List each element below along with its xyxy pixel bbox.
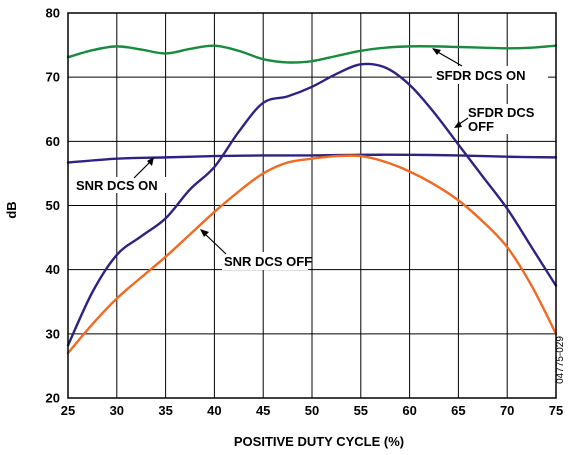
- y-tick-label: 40: [46, 262, 60, 277]
- series-line-snr-dcs-on: [66, 153, 558, 164]
- x-tick-label: 45: [256, 403, 270, 418]
- annotation-snr-dcs-on: SNR DCS ON: [76, 178, 158, 193]
- annotation-arrow: [435, 50, 463, 67]
- y-tick-label: 50: [46, 198, 60, 213]
- tick-labels: 25 30 35 40 45 50 55 60 65 70 75 20 30 40 50 60 70 80: [46, 6, 564, 419]
- x-tick-label: 70: [500, 403, 514, 418]
- series-line-sfdr-dcs-on: [66, 44, 558, 64]
- y-tick-label: 30: [46, 326, 60, 341]
- annotation-sfdr-dcs-off: SFDR DCS: [468, 105, 535, 120]
- y-tick-label: 80: [46, 6, 60, 21]
- plot-border: [67, 12, 557, 399]
- x-tick-label: 50: [305, 403, 319, 418]
- x-tick-label: 30: [110, 403, 124, 418]
- x-tick-label: 35: [158, 403, 172, 418]
- x-tick-label: 65: [451, 403, 465, 418]
- arrow-head: [147, 157, 154, 166]
- x-tick-label: 55: [354, 403, 368, 418]
- arrow-head: [200, 229, 209, 237]
- annotation-sfdr-dcs-off-line2: OFF: [468, 119, 494, 134]
- x-tick-label: 40: [207, 403, 221, 418]
- annotation-arrow: [133, 160, 152, 179]
- annotation-snr-dcs-off: SNR DCS OFF: [224, 254, 312, 269]
- annotation-bg: [74, 177, 168, 193]
- arrow-head: [454, 121, 462, 128]
- x-tick-label: 60: [402, 403, 416, 418]
- annotation-arrow: [203, 232, 227, 255]
- annotations: SFDR DCS ON SFDR DCS OFF SNR DCS ON SNR …: [74, 48, 552, 270]
- annotation-bg: [432, 66, 548, 84]
- x-tick-label: 25: [61, 403, 75, 418]
- series-line-sfdr-dcs-off: [66, 62, 558, 347]
- plot-frame: [67, 12, 557, 399]
- y-tick-label: 60: [46, 134, 60, 149]
- annotation-bg: [222, 252, 308, 270]
- figure-id: 04775-029: [555, 336, 566, 384]
- y-axis-label: dB: [4, 201, 19, 218]
- x-tick-label: 75: [549, 403, 563, 418]
- data-series: [66, 44, 558, 355]
- x-axis-label: POSITIVE DUTY CYCLE (%): [234, 434, 404, 449]
- y-tick-label: 70: [46, 70, 60, 85]
- series-line-snr-dcs-off: [66, 154, 558, 355]
- y-tick-label: 20: [46, 391, 60, 406]
- annotation-sfdr-dcs-on: SFDR DCS ON: [436, 68, 526, 83]
- arrow-head: [432, 48, 441, 55]
- annotation-bg: [466, 104, 552, 134]
